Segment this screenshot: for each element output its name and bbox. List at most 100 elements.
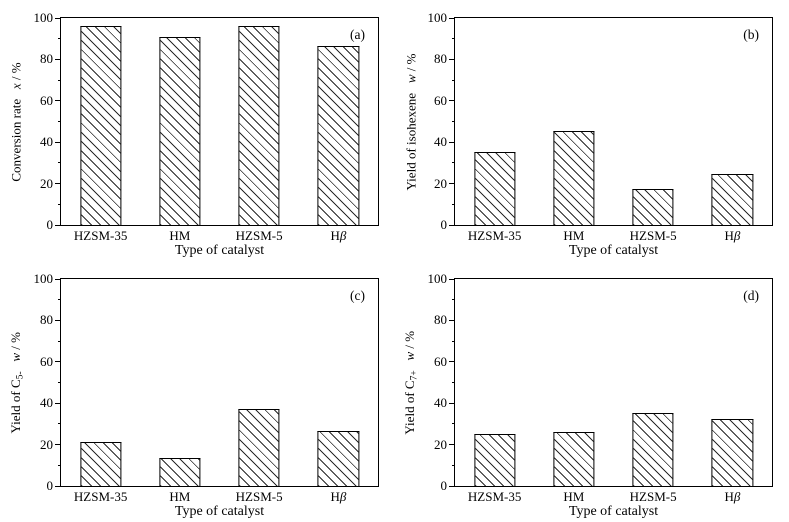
y-axis-tick	[58, 162, 61, 164]
subscript-text: 7+	[409, 370, 420, 381]
y-axis-tick	[452, 121, 455, 122]
y-axis-tick	[55, 183, 61, 185]
x-axis-title: Type of catalyst	[568, 243, 659, 258]
y-axis-tick-label: 40	[40, 395, 53, 411]
y-axis-tick-label: 60	[434, 92, 447, 108]
y-axis-tick	[55, 17, 61, 19]
y-axis-tick-label: 20	[40, 175, 53, 191]
x-axis-category-label: Hβ	[330, 489, 347, 504]
y-axis-tick	[449, 278, 455, 280]
italic-text: w	[8, 352, 24, 362]
y-axis-tick	[449, 361, 455, 363]
y-axis-tick	[58, 299, 61, 301]
x-axis-category-label: Hβ	[724, 489, 741, 504]
y-axis-tick	[452, 38, 455, 40]
y-axis-tick	[449, 183, 455, 185]
y-axis-tick	[449, 319, 455, 321]
chart-a-conversion-rate: 0 20 40 60 80 100 HZSM-35 HM HZSM-5 Hβ Type of cat…	[0, 0, 394, 261]
y-axis-title: Conversion rate x / %	[9, 61, 25, 182]
bar-Hβ	[711, 174, 753, 225]
y-axis-title-wrap: Conversion rate x / %	[1, 17, 33, 226]
y-axis-title-wrap: Yield of isohexene w / %	[395, 17, 427, 226]
x-axis-category-label: HM	[169, 228, 191, 243]
y-axis-tick	[452, 340, 455, 342]
y-axis-tick	[449, 402, 455, 404]
x-axis-title: Type of catalyst	[568, 504, 659, 519]
y-axis-tick	[55, 444, 61, 446]
bar-HZSM-5	[238, 26, 280, 225]
y-axis-tick-label: 0	[440, 217, 448, 232]
chart-b-yield-isohexene: 0 20 40 60 80 100 HZSM-35 HM HZSM-5 Hβ Type of cat…	[394, 0, 789, 261]
x-axis-category-label: HZSM-35	[467, 228, 522, 243]
x-axis-category-label: HZSM-35	[73, 489, 128, 504]
y-axis-tick	[449, 485, 455, 487]
y-axis-tick	[58, 203, 61, 205]
y-axis-tick-label: 0	[46, 478, 54, 493]
y-axis-tick	[452, 203, 455, 205]
y-axis-tick-label: 60	[40, 92, 53, 108]
bar-Hβ	[317, 45, 359, 225]
plot-area-c: 0 20 40 60 80 100 HZSM-35 HM HZSM-5 Hβ Type of cat…	[34, 272, 379, 519]
y-axis-tick	[55, 100, 61, 102]
subscript-text: 5-	[15, 371, 26, 380]
y-axis-tick-label: 20	[40, 436, 53, 452]
y-axis-tick	[449, 224, 455, 226]
bar-HM	[553, 130, 595, 225]
y-axis-tick-label: 20	[434, 436, 447, 452]
y-axis-tick-label: 80	[40, 312, 53, 328]
plot-area-b: 0 20 40 60 80 100 HZSM-35 HM HZSM-5 Hβ Type of cat…	[428, 11, 773, 258]
y-axis-tick	[452, 162, 455, 164]
y-axis-title: Yield of C5- w / %	[8, 331, 26, 434]
x-axis-category-label: HZSM-5	[235, 228, 283, 243]
x-axis-category-label: HZSM-35	[467, 489, 522, 504]
y-axis-tick-label: 100	[427, 10, 448, 25]
x-axis-category-label: HM	[563, 489, 585, 504]
y-axis-tick	[452, 79, 455, 81]
y-axis-tick-label: 0	[46, 217, 54, 232]
x-axis-category-label: HM	[563, 228, 585, 243]
y-axis-tick	[55, 361, 61, 363]
y-axis-tick	[449, 58, 455, 60]
bar-HZSM-35	[474, 434, 516, 486]
y-axis-tick-label: 80	[434, 312, 447, 328]
x-axis-category-label: HZSM-5	[235, 489, 283, 504]
panel-label-d: (d)	[743, 288, 759, 303]
bar-HZSM-5	[632, 188, 674, 225]
y-axis-tick	[449, 17, 455, 19]
bar-HM	[553, 432, 595, 486]
y-axis-tick	[58, 121, 61, 122]
bar-HZSM-5	[632, 412, 674, 486]
y-axis-tick	[449, 444, 455, 446]
y-axis-tick-label: 100	[427, 271, 448, 286]
bar-HM	[159, 36, 201, 225]
y-axis-tick-label: 100	[33, 10, 54, 25]
x-axis-category-label: Hβ	[330, 228, 347, 243]
italic-text: x	[9, 82, 25, 89]
y-axis-tick-label: 60	[40, 353, 53, 369]
bar-Hβ	[317, 431, 359, 486]
y-axis-tick	[449, 100, 455, 102]
italic-text: w	[403, 73, 418, 83]
y-axis-tick	[58, 382, 61, 383]
y-axis-title: Yield of isohexene w / %	[403, 53, 418, 190]
greek-letter: β	[733, 489, 741, 504]
y-axis-title: Yield of C7+ w / %	[402, 330, 420, 435]
x-axis-category-label: HZSM-5	[629, 489, 677, 504]
y-axis-tick	[58, 38, 61, 40]
plot-area-d: 0 20 40 60 80 100 HZSM-35 HM HZSM-5 Hβ Type of cat…	[428, 272, 773, 519]
y-axis-tick-label: 60	[434, 353, 447, 369]
bar-HZSM-5	[238, 409, 280, 486]
y-axis-tick-label: 20	[434, 175, 447, 191]
greek-letter: β	[733, 228, 741, 243]
x-axis-category-label: Hβ	[724, 228, 741, 243]
y-axis-tick	[55, 402, 61, 404]
y-axis-tick	[55, 58, 61, 60]
y-axis-tick-label: 100	[33, 271, 54, 286]
bar-Hβ	[711, 418, 753, 486]
y-axis-tick-label: 40	[434, 395, 447, 411]
y-axis-tick	[55, 141, 61, 143]
y-axis-tick	[58, 340, 61, 342]
x-axis-title: Type of catalyst	[174, 504, 265, 519]
x-axis-category-label: HM	[169, 489, 191, 504]
